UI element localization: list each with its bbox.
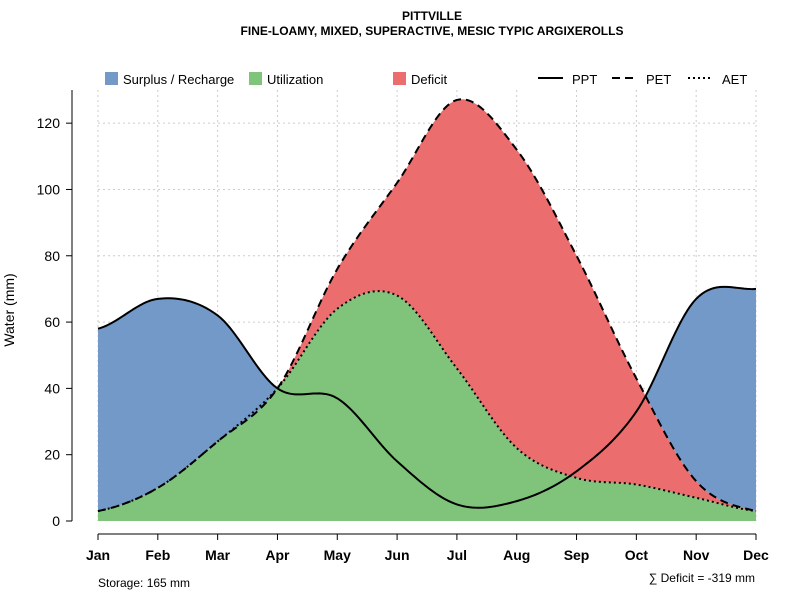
y-tick-label-40: 40 [44,380,60,396]
legend-swatch-surplus-recharge [105,72,118,85]
chart-subtitle: FINE-LOAMY, MIXED, SUPERACTIVE, MESIC TY… [241,24,624,38]
deficit-note: ∑ Deficit = -319 mm [649,571,755,585]
x-tick-label-jul: Jul [447,547,467,563]
y-tick-label-80: 80 [44,248,60,264]
x-tick-label-oct: Oct [625,547,649,563]
legend-swatch-deficit [393,72,406,85]
x-tick-label-nov: Nov [683,547,710,563]
y-tick-label-60: 60 [44,314,60,330]
y-tick-label-0: 0 [52,513,60,529]
utilization-area [98,291,756,521]
x-tick-label-aug: Aug [503,547,530,563]
legend-label-ppt: PPT [572,72,597,87]
x-tick-label-feb: Feb [145,547,170,563]
y-tick-label-100: 100 [37,181,61,197]
surplus-recharge-area [98,99,756,512]
x-tick-label-jun: Jun [385,547,410,563]
series-lines [97,98,757,513]
legend-swatch-utilization [249,72,262,85]
legend-label-deficit: Deficit [411,72,448,87]
legend-label-aet: AET [722,72,747,87]
x-tick-label-apr: Apr [265,547,290,563]
storage-note: Storage: 165 mm [98,576,190,590]
legend: Surplus / Recharge Utilization Deficit PPT P… [105,72,747,87]
x-tick-label-may: May [324,547,351,563]
x-tick-label-dec: Dec [743,547,769,563]
legend-label-utilization: Utilization [267,72,323,87]
deficit-area [98,99,756,512]
legend-label-pet: PET [646,72,671,87]
x-tick-label-sep: Sep [564,547,590,563]
series-line-ppt [97,285,757,509]
areas [98,99,756,521]
y-tick-label-20: 20 [44,447,60,463]
series-line-pet [97,98,757,513]
legend-label-surplus-recharge: Surplus / Recharge [123,72,234,87]
x-tick-label-jan: Jan [86,547,110,563]
y-tick-label-120: 120 [37,115,61,131]
chart-title: PITTVILLE [402,9,462,23]
y-axis-title: Water (mm) [1,273,17,346]
x-tick-label-mar: Mar [205,547,230,563]
axes: 0 20 40 60 80 100 120 Jan Feb Mar Apr May Jun Jul Aug S… [37,90,769,563]
